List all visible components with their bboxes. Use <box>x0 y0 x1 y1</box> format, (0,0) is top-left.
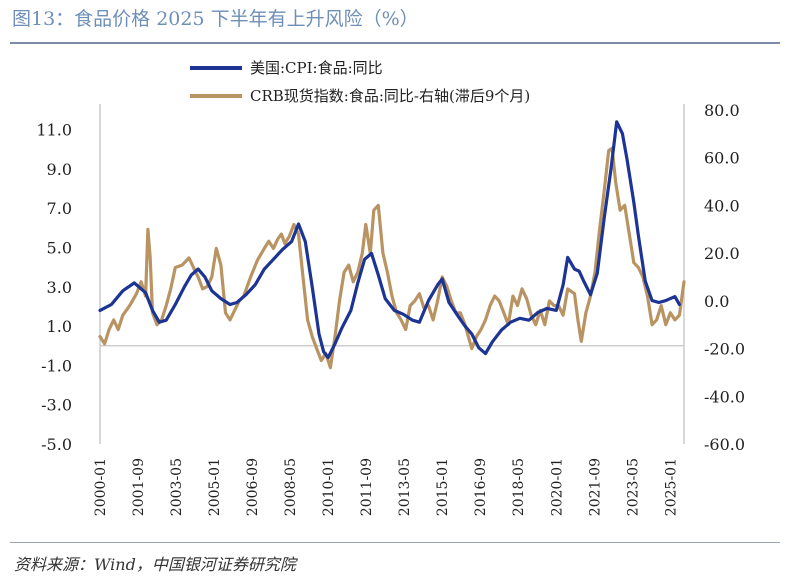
right-tick-label: 60.0 <box>704 149 740 168</box>
right-tick-label: -40.0 <box>704 387 745 406</box>
x-tick-label: 2006-09 <box>245 458 261 516</box>
right-tick-label: -20.0 <box>704 340 745 359</box>
x-tick-label: 2001-09 <box>131 458 147 516</box>
x-tick-label: 2010-01 <box>321 458 337 516</box>
right-tick-label: 0.0 <box>704 292 729 311</box>
left-tick-label: 11.0 <box>36 121 72 140</box>
left-tick-label: 5.0 <box>47 239 72 258</box>
x-axis-ticks: 2000-01 2001-09 2003-05 2005-01 2006-09 2008-… <box>93 458 679 516</box>
left-tick-label: 9.0 <box>47 160 72 179</box>
footer-rule <box>10 542 780 543</box>
left-tick-label: 7.0 <box>47 199 72 218</box>
x-tick-label: 2013-05 <box>397 458 413 516</box>
x-tick-label: 2005-01 <box>207 458 223 516</box>
chart-title: 图13：食品价格 2025 下半年有上升风险（%） <box>12 8 419 30</box>
right-axis-ticks: 80.0 60.0 40.0 20.0 0.0 -20.0 -40.0 -60.0 <box>704 101 745 454</box>
x-tick-label: 2020-01 <box>549 458 565 516</box>
legend-label: CRB现货指数:食品:同比-右轴(滞后9个月) <box>250 87 530 105</box>
x-tick-label: 2000-01 <box>93 458 109 516</box>
series-line-cpi <box>98 120 681 360</box>
left-tick-label: -5.0 <box>41 435 72 454</box>
x-tick-label: 2025-01 <box>663 458 679 516</box>
right-tick-label: -60.0 <box>704 435 745 454</box>
x-tick-label: 2023-05 <box>625 458 641 516</box>
x-tick-label: 2021-09 <box>587 458 603 516</box>
right-tick-label: 80.0 <box>704 101 740 120</box>
series-line-crb <box>98 146 686 370</box>
chart-axes <box>99 104 685 444</box>
chart-series <box>98 120 686 370</box>
x-tick-label: 2008-05 <box>283 458 299 516</box>
left-axis-ticks: 11.0 9.0 7.0 5.0 3.0 1.0 -1.0 -3.0 -5.0 <box>36 121 72 454</box>
legend-label: 美国:CPI:食品:同比 <box>250 59 383 77</box>
x-tick-label: 2011-09 <box>359 458 375 516</box>
left-tick-label: -3.0 <box>41 396 72 415</box>
header-rule <box>10 42 780 44</box>
right-tick-label: 40.0 <box>704 196 740 215</box>
left-tick-label: 1.0 <box>47 317 72 336</box>
left-tick-label: -1.0 <box>41 356 72 375</box>
x-tick-label: 2016-09 <box>473 458 489 516</box>
x-tick-label: 2015-01 <box>435 458 451 516</box>
x-tick-label: 2018-05 <box>511 458 527 516</box>
left-tick-label: 3.0 <box>47 278 72 297</box>
source-note: 资料来源：Wind，中国银河证券研究院 <box>14 555 296 574</box>
chart: 11.0 9.0 7.0 5.0 3.0 1.0 -1.0 -3.0 -5.0 80.0 60.0… <box>36 59 745 516</box>
right-tick-label: 20.0 <box>704 244 740 263</box>
x-tick-label: 2003-05 <box>169 458 185 516</box>
chart-legend: 美国:CPI:食品:同比 CRB现货指数:食品:同比-右轴(滞后9个月) <box>190 59 530 105</box>
